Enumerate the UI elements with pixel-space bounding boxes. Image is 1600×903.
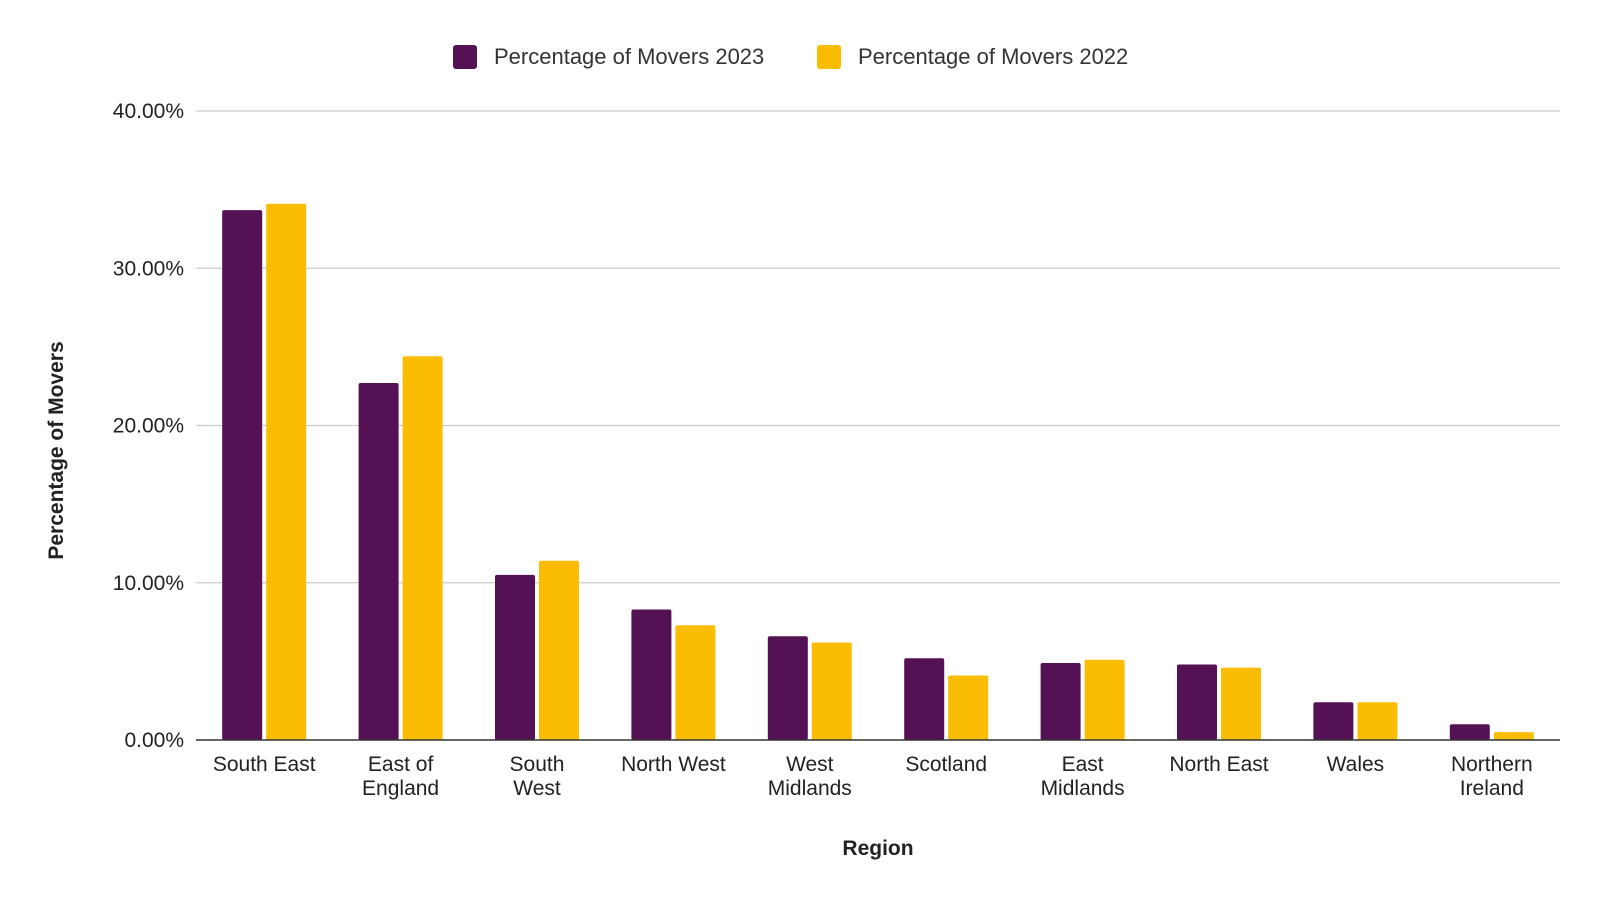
- gridlines: [196, 110, 1560, 584]
- x-tick-label: North West: [621, 753, 726, 776]
- bar-2022: [1357, 702, 1398, 740]
- x-tick-label: Northern: [1451, 753, 1533, 776]
- x-tick-label: Midlands: [768, 777, 852, 800]
- bar-2023: [358, 383, 399, 740]
- legend-label: Percentage of Movers 2022: [858, 44, 1128, 69]
- legend-swatch: [453, 45, 477, 69]
- bar-2022: [1084, 659, 1125, 740]
- y-tick-label: 20.00%: [113, 415, 184, 438]
- x-tick-label: Midlands: [1041, 777, 1125, 800]
- y-tick-label: 30.00%: [113, 257, 184, 280]
- bar-2023: [631, 609, 672, 740]
- x-tick-label: East: [1062, 753, 1104, 776]
- x-tick-label: North East: [1169, 753, 1268, 776]
- bar-2022: [1493, 732, 1534, 740]
- x-tick-label: South: [510, 753, 565, 776]
- y-tick-label: 10.00%: [113, 572, 184, 595]
- bar-2022: [811, 642, 852, 740]
- bar-2022: [539, 560, 579, 740]
- bar-2022: [266, 203, 307, 741]
- bar-2023: [1449, 724, 1490, 740]
- bar-2023: [495, 574, 535, 740]
- bar-2023: [1040, 662, 1081, 740]
- bar-2023: [904, 658, 945, 740]
- x-tick-label: Ireland: [1460, 777, 1524, 800]
- y-axis-title: Percentage of Movers: [45, 341, 68, 559]
- x-tick-label: East of: [368, 753, 434, 776]
- bar-2023: [767, 636, 808, 740]
- y-tick-label: 0.00%: [124, 729, 184, 752]
- bar-2023: [1313, 702, 1354, 740]
- x-tick-label: West: [513, 777, 561, 800]
- x-tick-label: South East: [213, 753, 316, 776]
- bar-2022: [1221, 667, 1261, 740]
- bar-2022: [948, 675, 989, 740]
- legend-label: Percentage of Movers 2023: [494, 44, 764, 69]
- x-tick-label: England: [362, 777, 439, 800]
- y-tick-label: 40.00%: [113, 100, 184, 123]
- bars: [222, 203, 1534, 741]
- x-axis-title: Region: [842, 837, 913, 860]
- bar-2023: [1177, 664, 1217, 740]
- legend-swatch: [817, 45, 841, 69]
- x-tick-label: Wales: [1327, 753, 1385, 776]
- y-axis-ticks: 0.00% 10.00% 20.00% 30.00% 40.00%: [113, 100, 184, 752]
- bar-2022: [675, 625, 716, 740]
- legend: Percentage of Movers 2023 Percentage of M…: [453, 44, 1128, 69]
- bar-2023: [222, 210, 263, 740]
- bar-2022: [402, 356, 443, 740]
- x-tick-label: Scotland: [905, 753, 987, 776]
- x-tick-label: West: [786, 753, 834, 776]
